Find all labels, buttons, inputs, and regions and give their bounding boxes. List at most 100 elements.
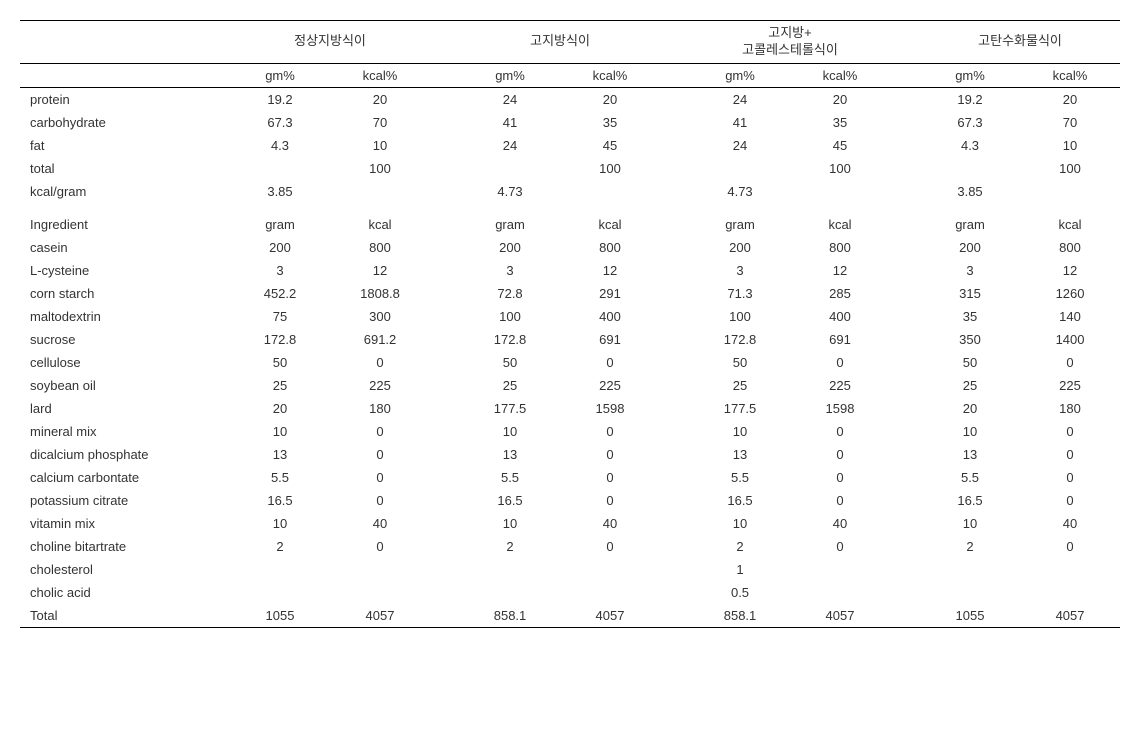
cell-value: 0 bbox=[330, 489, 430, 512]
section1-body: protein19.2202420242019.220carbohydrate6… bbox=[20, 87, 1120, 203]
cell-value: 71.3 bbox=[690, 282, 790, 305]
cell-value: 4057 bbox=[330, 604, 430, 628]
cell-value: 24 bbox=[460, 87, 560, 111]
cell-value: 35 bbox=[790, 111, 890, 134]
sub-gram: gram bbox=[460, 213, 560, 236]
cell-value: 180 bbox=[330, 397, 430, 420]
table-row: lard20180177.51598177.5159820180 bbox=[20, 397, 1120, 420]
cell-value: 16.5 bbox=[920, 489, 1020, 512]
cell-value: 16.5 bbox=[230, 489, 330, 512]
cell-value: 41 bbox=[460, 111, 560, 134]
cell-value bbox=[690, 157, 790, 180]
cell-value: 200 bbox=[920, 236, 1020, 259]
cell-value: 24 bbox=[690, 134, 790, 157]
cell-value: 0 bbox=[560, 489, 660, 512]
row-label: cholic acid bbox=[20, 581, 230, 604]
cell-value: 225 bbox=[330, 374, 430, 397]
cell-value: 0 bbox=[790, 420, 890, 443]
cell-value bbox=[920, 558, 1020, 581]
cell-value bbox=[790, 581, 890, 604]
table-row: mineral mix100100100100 bbox=[20, 420, 1120, 443]
cell-value: 20 bbox=[920, 397, 1020, 420]
sub-gm-pct: gm% bbox=[920, 63, 1020, 87]
cell-value: 25 bbox=[460, 374, 560, 397]
cell-value: 3.85 bbox=[920, 180, 1020, 203]
cell-value: 10 bbox=[230, 420, 330, 443]
cell-value: 13 bbox=[230, 443, 330, 466]
cell-value: 10 bbox=[690, 512, 790, 535]
cell-value: 1055 bbox=[230, 604, 330, 628]
cell-value: 291 bbox=[560, 282, 660, 305]
cell-value: 24 bbox=[460, 134, 560, 157]
cell-value: 800 bbox=[1020, 236, 1120, 259]
cell-value: 285 bbox=[790, 282, 890, 305]
cell-value: 1598 bbox=[560, 397, 660, 420]
cell-value: 50 bbox=[460, 351, 560, 374]
cell-value: 0.5 bbox=[690, 581, 790, 604]
cell-value: 1400 bbox=[1020, 328, 1120, 351]
cell-value bbox=[560, 180, 660, 203]
cell-value: 4057 bbox=[1020, 604, 1120, 628]
section2-body: casein200800200800200800200800L-cysteine… bbox=[20, 236, 1120, 628]
cell-value: 0 bbox=[560, 443, 660, 466]
cell-value: 20 bbox=[560, 87, 660, 111]
cell-value: 3 bbox=[460, 259, 560, 282]
cell-value: 200 bbox=[690, 236, 790, 259]
cell-value: 858.1 bbox=[460, 604, 560, 628]
cell-value: 0 bbox=[1020, 443, 1120, 466]
cell-value: 691 bbox=[560, 328, 660, 351]
cell-value: 20 bbox=[1020, 87, 1120, 111]
cell-value: 3 bbox=[920, 259, 1020, 282]
cell-value: 1 bbox=[690, 558, 790, 581]
col-group-4: 고탄수화물식이 bbox=[920, 21, 1120, 64]
row-label: cholesterol bbox=[20, 558, 230, 581]
table-row: L-cysteine312312312312 bbox=[20, 259, 1120, 282]
cell-value: 70 bbox=[330, 111, 430, 134]
row-label: dicalcium phosphate bbox=[20, 443, 230, 466]
cell-value: 100 bbox=[1020, 157, 1120, 180]
cell-value: 5.5 bbox=[230, 466, 330, 489]
table-row: casein200800200800200800200800 bbox=[20, 236, 1120, 259]
cell-value: 70 bbox=[1020, 111, 1120, 134]
sub-kcal-pct: kcal% bbox=[1020, 63, 1120, 87]
cell-value: 350 bbox=[920, 328, 1020, 351]
cell-value: 19.2 bbox=[230, 87, 330, 111]
sub-gram: gram bbox=[690, 213, 790, 236]
cell-value: 4.73 bbox=[460, 180, 560, 203]
cell-value: 100 bbox=[690, 305, 790, 328]
table-row: corn starch452.21808.872.829171.32853151… bbox=[20, 282, 1120, 305]
cell-value: 452.2 bbox=[230, 282, 330, 305]
cell-value: 0 bbox=[1020, 535, 1120, 558]
table-row: kcal/gram3.854.734.733.85 bbox=[20, 180, 1120, 203]
cell-value: 0 bbox=[790, 535, 890, 558]
cell-value: 25 bbox=[690, 374, 790, 397]
row-label: lard bbox=[20, 397, 230, 420]
cell-value: 12 bbox=[560, 259, 660, 282]
cell-value: 1598 bbox=[790, 397, 890, 420]
row-label: vitamin mix bbox=[20, 512, 230, 535]
sub-kcal: kcal bbox=[1020, 213, 1120, 236]
cell-value bbox=[1020, 180, 1120, 203]
cell-value: 172.8 bbox=[460, 328, 560, 351]
cell-value: 1808.8 bbox=[330, 282, 430, 305]
sub-kcal-pct: kcal% bbox=[330, 63, 430, 87]
cell-value bbox=[460, 157, 560, 180]
table-row: protein19.2202420242019.220 bbox=[20, 87, 1120, 111]
col-group-2: 고지방식이 bbox=[460, 21, 660, 64]
cell-value: 72.8 bbox=[460, 282, 560, 305]
cell-value: 19.2 bbox=[920, 87, 1020, 111]
cell-value: 400 bbox=[560, 305, 660, 328]
cell-value: 16.5 bbox=[690, 489, 790, 512]
table-row: cholesterol 1 bbox=[20, 558, 1120, 581]
row-label: protein bbox=[20, 87, 230, 111]
cell-value: 172.8 bbox=[690, 328, 790, 351]
cell-value: 0 bbox=[1020, 351, 1120, 374]
table-row: soybean oil25225252252522525225 bbox=[20, 374, 1120, 397]
cell-value: 35 bbox=[560, 111, 660, 134]
cell-value: 13 bbox=[690, 443, 790, 466]
cell-value: 40 bbox=[560, 512, 660, 535]
cell-value: 3 bbox=[690, 259, 790, 282]
cell-value: 177.5 bbox=[690, 397, 790, 420]
blank-header bbox=[20, 21, 230, 64]
table-row: fat4.310244524454.310 bbox=[20, 134, 1120, 157]
